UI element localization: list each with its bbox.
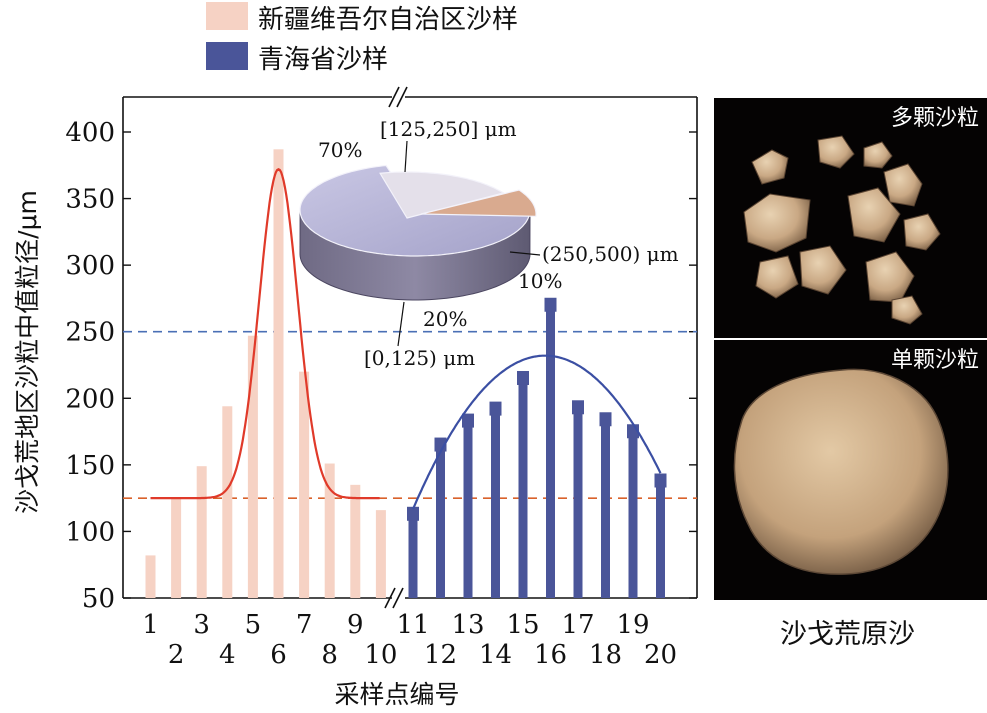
x-tick-label: 20 bbox=[644, 640, 677, 670]
pie-leader-high bbox=[509, 251, 541, 256]
axis-break-mark bbox=[384, 587, 396, 609]
pie-leader-low bbox=[397, 301, 405, 347]
panel-label-multi: 多颗沙粒 bbox=[890, 106, 979, 131]
legend-label-qinghai: 青海省沙样 bbox=[258, 45, 388, 75]
bar-qinghai-14 bbox=[491, 403, 500, 598]
bar-xinjiang-4 bbox=[222, 406, 233, 598]
pie-label-range-low: [0,125) μm bbox=[364, 346, 475, 370]
bar-xinjiang-9 bbox=[350, 484, 361, 598]
axis-break-mark bbox=[392, 587, 404, 609]
bar-qinghai-12 bbox=[436, 439, 445, 598]
sand-grain-7 bbox=[903, 213, 941, 251]
x-tick-label: 11 bbox=[396, 610, 429, 640]
x-tick-label: 12 bbox=[424, 640, 457, 670]
fit-curve-qinghai bbox=[411, 354, 662, 510]
pie-percent-mid: 70% bbox=[318, 138, 362, 162]
pie-percent-low: 20% bbox=[423, 307, 467, 331]
sand-grain-4 bbox=[883, 163, 923, 207]
bar-qinghai-18 bbox=[601, 414, 610, 598]
y-tick-label: 400 bbox=[65, 118, 115, 148]
bar-cap-qinghai-14 bbox=[489, 401, 502, 416]
legend-label-xinjiang: 新疆维吾尔自治区沙样 bbox=[258, 5, 518, 35]
bar-cap-qinghai-20 bbox=[654, 473, 667, 488]
x-tick-label: 16 bbox=[534, 640, 567, 670]
legend: 新疆维吾尔自治区沙样 青海省沙样 bbox=[206, 2, 518, 75]
panel-label-single: 单颗沙粒 bbox=[890, 348, 979, 373]
sand-grain-11 bbox=[891, 295, 923, 325]
x-tick-label: 13 bbox=[451, 610, 484, 640]
y-tick-label: 150 bbox=[65, 451, 115, 481]
bar-qinghai-19 bbox=[628, 426, 638, 598]
bar-qinghai-16 bbox=[546, 299, 555, 598]
x-tick-label: 14 bbox=[479, 640, 512, 670]
x-tick-label: 5 bbox=[245, 610, 262, 640]
panel-caption: 沙戈荒原沙 bbox=[780, 619, 915, 650]
bar-cap-qinghai-16 bbox=[544, 297, 557, 312]
x-tick-label: 8 bbox=[321, 640, 338, 670]
sand-grain-2 bbox=[817, 135, 855, 169]
bar-cap-qinghai-18 bbox=[599, 412, 612, 427]
x-tick-label: 6 bbox=[270, 640, 287, 670]
bar-qinghai-11 bbox=[408, 508, 418, 598]
y-tick-label: 350 bbox=[65, 185, 115, 215]
bar-xinjiang-1 bbox=[145, 555, 156, 598]
pie-percent-high: 10% bbox=[518, 269, 562, 293]
legend-swatch-xinjiang bbox=[206, 2, 248, 30]
sand-grain-3 bbox=[863, 141, 893, 169]
pie-chart: [125,250] μm 70% (250,500) μm 10% 20% [0,125)… bbox=[299, 117, 679, 370]
x-tick-label: 2 bbox=[168, 640, 185, 670]
bar-xinjiang-2 bbox=[171, 498, 182, 598]
pie-label-range-mid: [125,250] μm bbox=[380, 117, 517, 141]
x-axis-title: 采样点编号 bbox=[334, 680, 459, 709]
bar-xinjiang-3 bbox=[196, 466, 207, 598]
axis-break-mark bbox=[388, 86, 400, 108]
x-tick-label: 7 bbox=[296, 610, 313, 640]
y-tick-label: 200 bbox=[65, 384, 115, 414]
axis-break-mark bbox=[396, 86, 408, 108]
y-tick-label: 100 bbox=[65, 517, 115, 547]
sand-grain-5 bbox=[743, 193, 811, 253]
sand-grain-9 bbox=[799, 245, 847, 295]
bar-cap-qinghai-15 bbox=[517, 370, 529, 385]
x-tick-label: 3 bbox=[193, 610, 210, 640]
x-tick-label: 15 bbox=[506, 610, 539, 640]
x-tick-label: 19 bbox=[616, 610, 649, 640]
x-tick-label: 17 bbox=[561, 610, 594, 640]
pie-slice-small-right bbox=[420, 189, 537, 217]
bar-qinghai-17 bbox=[573, 402, 583, 598]
bar-xinjiang-10 bbox=[375, 510, 386, 598]
bar-qinghai-20 bbox=[656, 475, 665, 598]
sand-grain-6 bbox=[847, 187, 901, 243]
pie-label-range-high: (250,500) μm bbox=[542, 242, 679, 266]
bar-xinjiang-8 bbox=[324, 463, 335, 598]
pie-slice-small-left bbox=[379, 171, 505, 219]
bar-cap-qinghai-13 bbox=[462, 413, 474, 428]
fit-curve-xinjiang bbox=[150, 168, 380, 500]
y-tick-label: 50 bbox=[82, 584, 115, 614]
x-tick-label: 9 bbox=[347, 610, 364, 640]
x-tick-label: 1 bbox=[142, 610, 159, 640]
sand-grain-8 bbox=[755, 255, 799, 299]
pie-leader-mid bbox=[404, 140, 408, 173]
legend-swatch-qinghai bbox=[206, 42, 248, 70]
y-axis-title: 沙戈荒地区沙粒中值粒径/μm bbox=[13, 190, 42, 514]
bar-qinghai-13 bbox=[463, 415, 473, 598]
x-tick-label: 4 bbox=[219, 640, 236, 670]
bar-qinghai-15 bbox=[518, 372, 528, 598]
sand-grain-1 bbox=[751, 149, 789, 185]
bar-xinjiang-5 bbox=[247, 335, 258, 598]
x-tick-label: 18 bbox=[589, 640, 622, 670]
bar-xinjiang-6 bbox=[273, 149, 284, 598]
single-sand-grain bbox=[733, 368, 949, 575]
y-tick-label: 300 bbox=[65, 251, 115, 281]
bar-xinjiang-7 bbox=[299, 371, 310, 598]
y-tick-label: 250 bbox=[65, 318, 115, 348]
sand-image-panel bbox=[714, 98, 987, 600]
bar-cap-qinghai-11 bbox=[407, 506, 419, 521]
x-tick-label: 10 bbox=[364, 640, 397, 670]
bar-cap-qinghai-17 bbox=[572, 400, 584, 415]
sand-grain-10 bbox=[865, 251, 915, 303]
